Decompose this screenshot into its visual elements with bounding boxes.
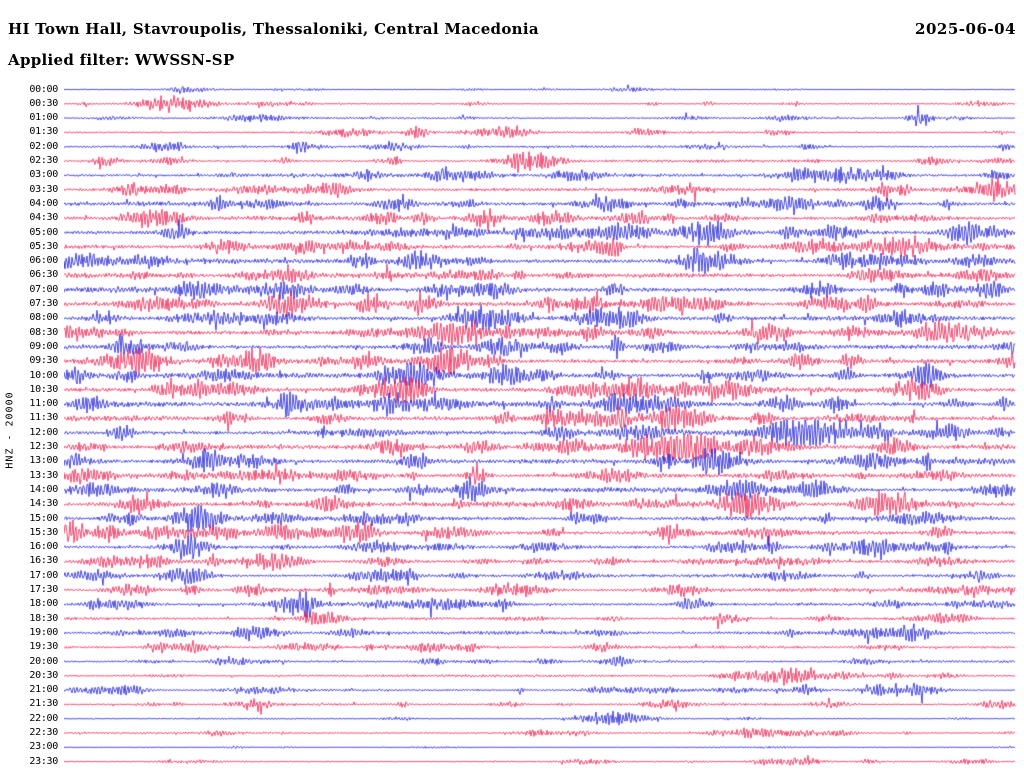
trace-time-label: 04:00 <box>29 197 58 209</box>
trace-time-label: 08:30 <box>29 326 58 338</box>
trace-time-label: 12:30 <box>29 441 58 452</box>
trace-time-label: 11:00 <box>29 398 58 410</box>
helicorder-canvas <box>64 80 1016 772</box>
date-label: 2025-06-04 <box>915 20 1016 38</box>
trace-time-label: 00:00 <box>29 83 58 95</box>
plot-area <box>64 80 1016 772</box>
trace-time-label: 22:00 <box>29 712 58 724</box>
trace-time-label: 18:00 <box>29 598 58 610</box>
trace-time-label: 07:30 <box>29 298 58 309</box>
trace-time-label: 16:00 <box>29 541 58 553</box>
applied-filter-label: Applied filter: WWSSN-SP <box>8 51 235 69</box>
trace-time-label: 00:30 <box>29 97 58 109</box>
trace-time-label: 10:30 <box>29 383 58 395</box>
trace-time-label: 14:00 <box>29 483 58 495</box>
trace-time-label: 09:30 <box>29 355 58 367</box>
trace-time-label: 12:00 <box>29 426 58 438</box>
trace-time-label: 06:00 <box>29 255 58 267</box>
trace-time-label: 02:00 <box>29 140 58 152</box>
trace-time-label: 20:00 <box>29 655 58 667</box>
page-title: HI Town Hall, Stavroupolis, Thessaloniki… <box>8 20 539 38</box>
trace-time-label: 19:30 <box>29 641 58 653</box>
trace-time-label: 04:30 <box>29 212 58 224</box>
trace-time-label: 21:30 <box>29 698 58 710</box>
trace-time-label: 08:00 <box>29 312 58 324</box>
trace-time-label: 19:00 <box>29 626 58 638</box>
trace-time-label: 15:00 <box>29 512 58 524</box>
trace-time-label: 16:30 <box>29 555 58 567</box>
trace-time-label: 22:30 <box>29 727 58 738</box>
trace-time-label: 17:00 <box>29 569 58 581</box>
trace-time-label: 03:30 <box>29 183 58 195</box>
trace-time-label: 13:30 <box>29 469 58 481</box>
trace-time-label: 11:30 <box>29 412 58 424</box>
trace-time-label: 01:30 <box>29 126 58 138</box>
time-labels: 00:00 00:30 01:00 01:30 02:00 02:30 03:00 03:30… <box>0 0 60 780</box>
trace-time-label: 23:00 <box>29 741 58 753</box>
trace-time-label: 18:30 <box>29 612 58 624</box>
trace-time-label: 17:30 <box>29 584 58 595</box>
trace-time-label: 13:00 <box>29 455 58 467</box>
trace-time-label: 21:00 <box>29 684 58 696</box>
trace-time-label: 05:30 <box>29 240 58 252</box>
trace-time-label: 07:00 <box>29 283 58 295</box>
trace-time-label: 06:30 <box>29 269 58 281</box>
trace-time-label: 05:00 <box>29 226 58 238</box>
trace-time-label: 03:00 <box>29 169 58 181</box>
trace-time-label: 14:30 <box>29 498 58 510</box>
trace-time-label: 23:30 <box>29 755 58 767</box>
trace-time-label: 20:30 <box>29 669 58 681</box>
trace-time-label: 01:00 <box>29 112 58 124</box>
trace-time-label: 15:30 <box>29 526 58 538</box>
trace-time-label: 10:00 <box>29 369 58 381</box>
trace-time-label: 02:30 <box>29 155 58 166</box>
trace-time-label: 09:00 <box>29 340 58 352</box>
